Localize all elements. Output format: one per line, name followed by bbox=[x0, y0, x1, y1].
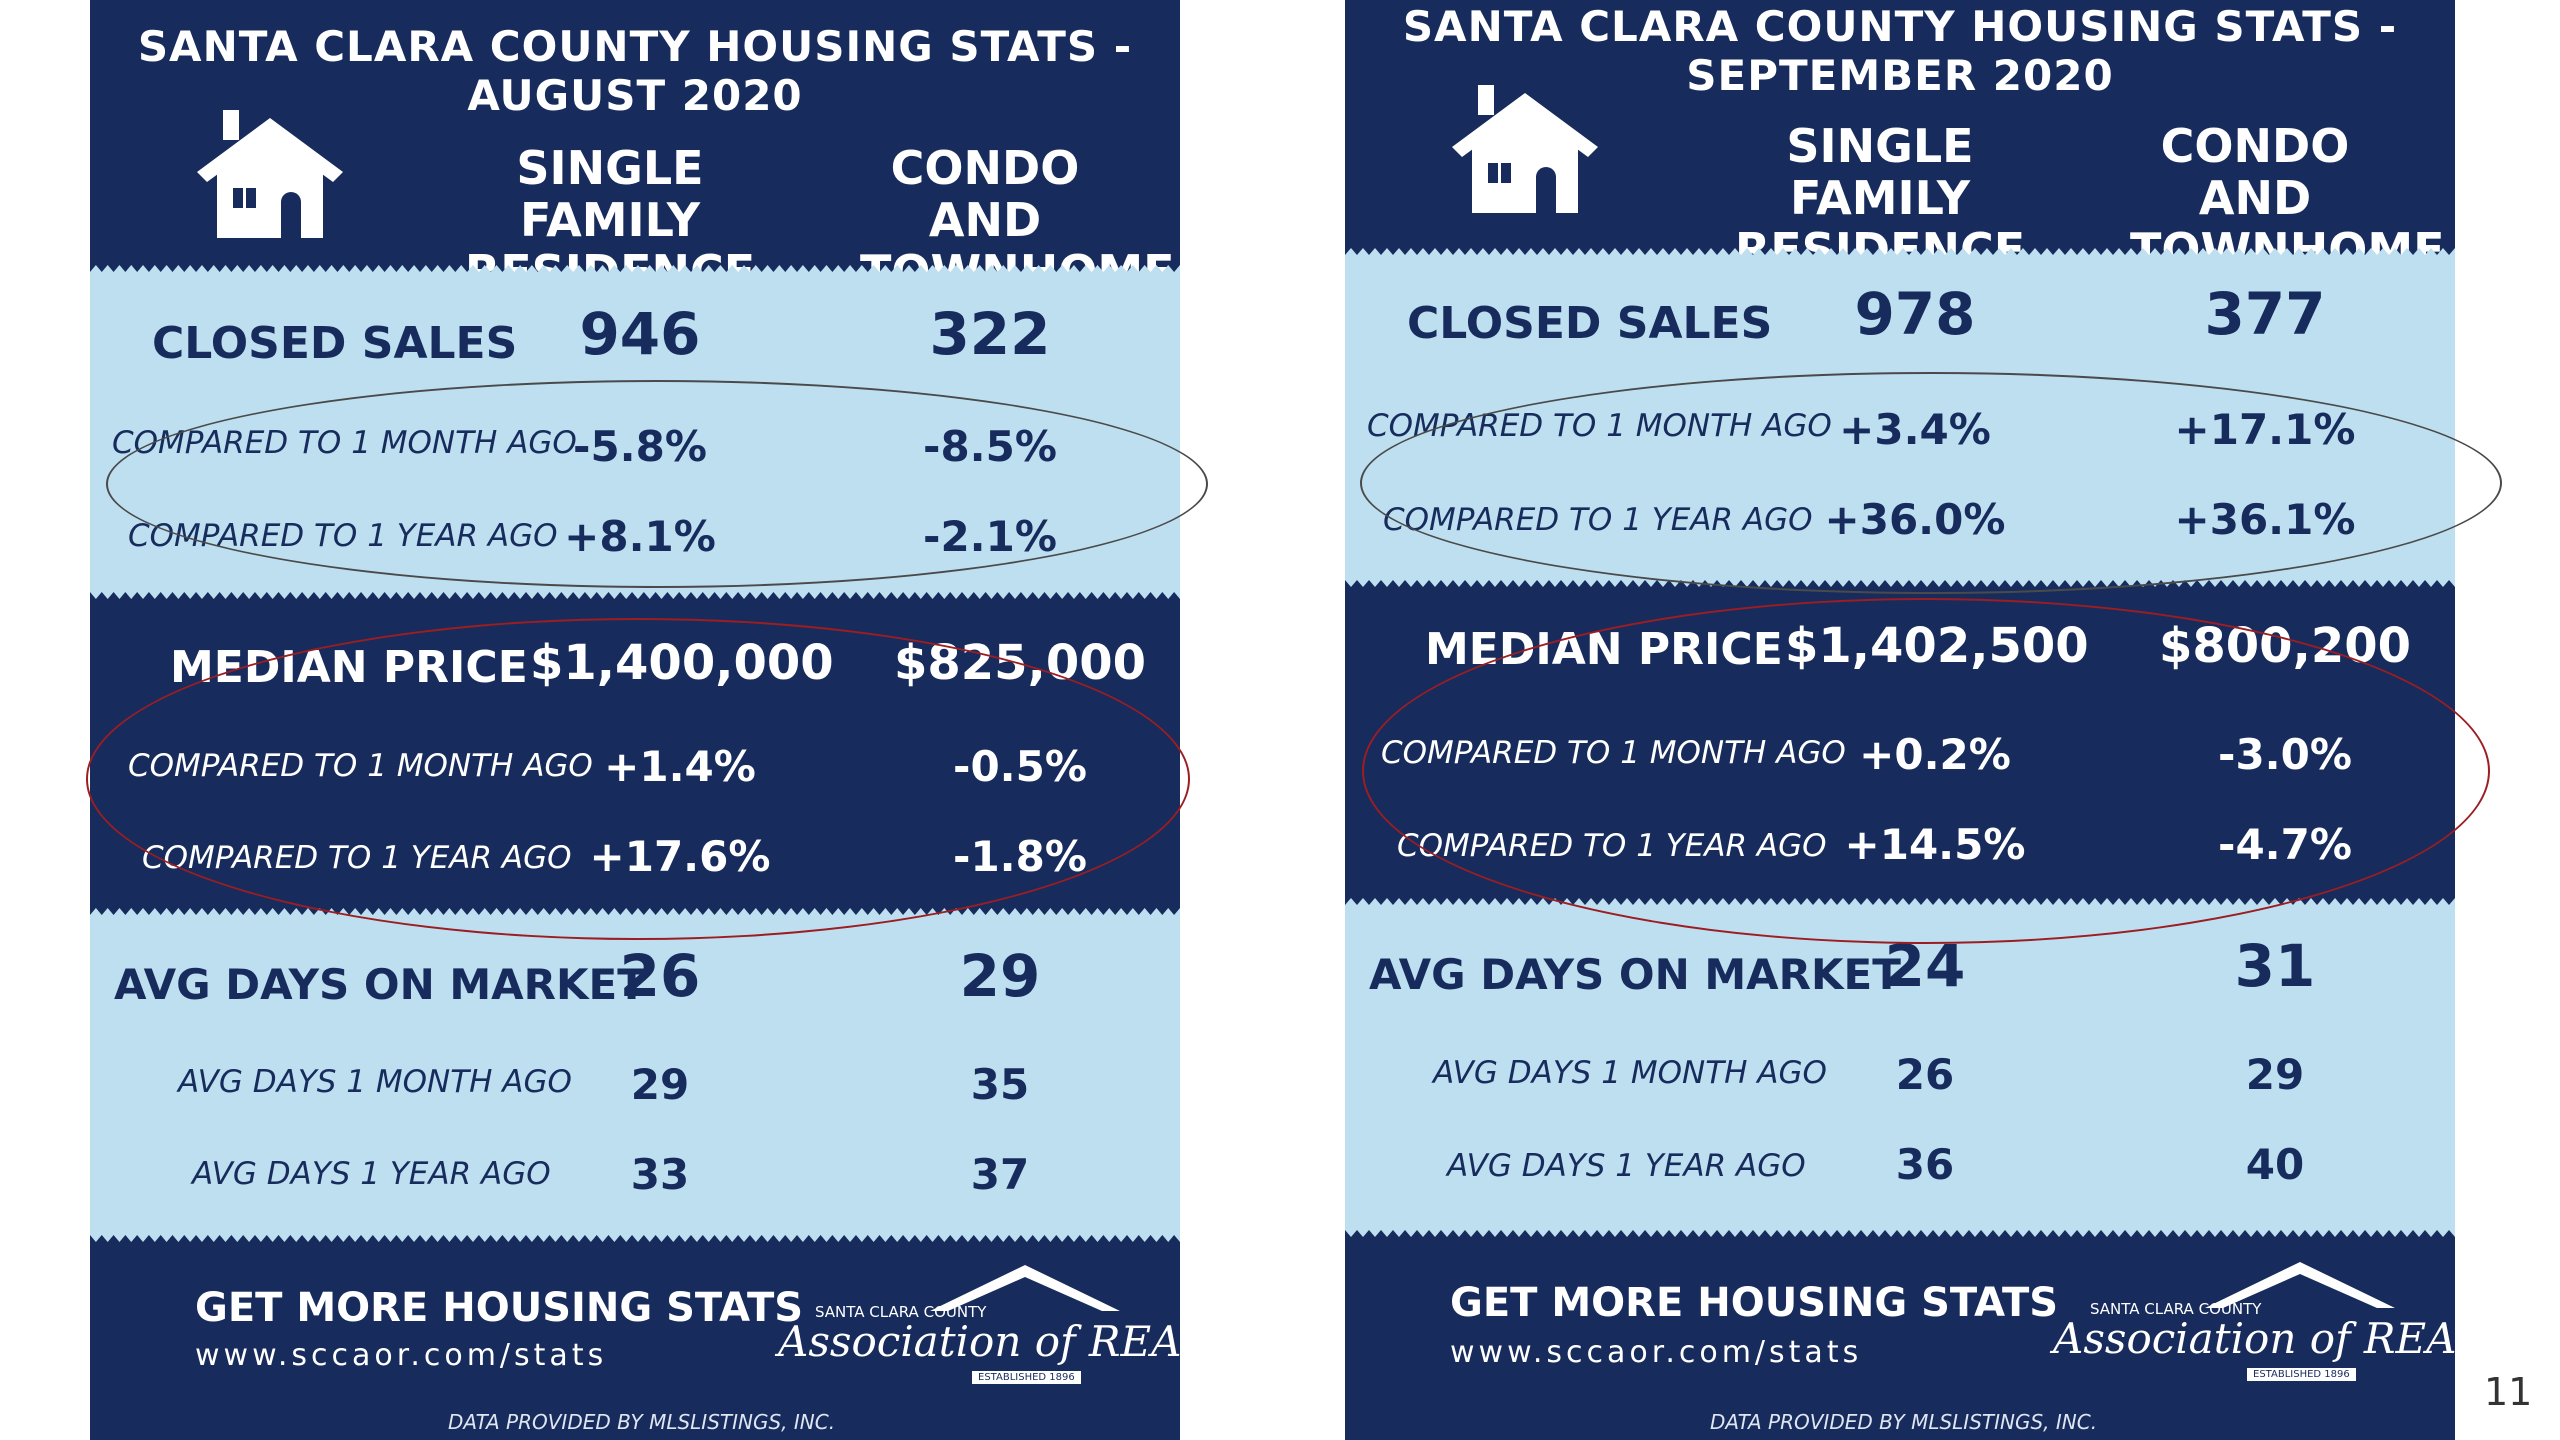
card-title: SANTA CLARA COUNTY HOUSING STATS - SEPTE… bbox=[1402, 2, 2398, 100]
days-on-market-sfr: 26 bbox=[619, 942, 701, 1010]
days-year-condo: 40 bbox=[2245, 1140, 2305, 1189]
days-year-sfr: 36 bbox=[1895, 1140, 1955, 1189]
card-title: SANTA CLARA COUNTY HOUSING STATS - AUGUS… bbox=[137, 22, 1133, 120]
days-on-market-band bbox=[1345, 898, 2455, 1237]
days-month-label: AVG DAYS 1 MONTH AGO bbox=[1433, 1055, 1827, 1091]
days-on-market-condo: 31 bbox=[2234, 932, 2316, 1000]
days-year-label: AVG DAYS 1 YEAR AGO bbox=[192, 1156, 551, 1192]
days-month-label: AVG DAYS 1 MONTH AGO bbox=[178, 1064, 572, 1100]
days-year-sfr: 33 bbox=[630, 1150, 690, 1199]
days-year-label: AVG DAYS 1 YEAR AGO bbox=[1447, 1148, 1806, 1184]
closed-sales-label: CLOSED SALES bbox=[1407, 298, 1773, 349]
highlight-oval-median-price-september bbox=[1362, 598, 2490, 944]
closed-sales-condo: 322 bbox=[929, 300, 1051, 368]
house-icon bbox=[197, 110, 343, 238]
footer-data-note: DATA PROVIDED BY MLSLISTINGS, INC. bbox=[1710, 1410, 2098, 1434]
closed-sales-label: CLOSED SALES bbox=[152, 318, 518, 369]
highlight-oval-closed-sales-september bbox=[1360, 372, 2502, 594]
house-icon bbox=[1452, 85, 1598, 213]
footer-heading: GET MORE HOUSING STATS bbox=[1450, 1280, 2059, 1326]
days-month-sfr: 26 bbox=[1895, 1050, 1955, 1099]
highlight-oval-median-price-august bbox=[86, 618, 1190, 940]
days-year-condo: 37 bbox=[970, 1150, 1030, 1199]
wave-divider bbox=[90, 265, 1180, 279]
footer-heading: GET MORE HOUSING STATS bbox=[195, 1285, 804, 1331]
closed-sales-condo: 377 bbox=[2204, 280, 2326, 348]
realtors-roof-logo bbox=[2205, 1262, 2395, 1308]
wave-divider bbox=[90, 1228, 1180, 1242]
days-month-condo: 29 bbox=[2245, 1050, 2305, 1099]
days-on-market-band bbox=[90, 908, 1180, 1242]
realtors-logo: SANTA CLARA COUNTY Association of REALTO… bbox=[690, 1265, 1180, 1395]
days-on-market-label: AVG DAYS ON MARKET bbox=[114, 960, 646, 1009]
footer-data-note: DATA PROVIDED BY MLSLISTINGS, INC. bbox=[448, 1410, 836, 1434]
realtors-roof-logo bbox=[930, 1265, 1120, 1311]
days-month-condo: 35 bbox=[970, 1060, 1030, 1109]
footer-url[interactable]: www.sccaor.com/stats bbox=[1450, 1335, 1863, 1370]
page-number: 11 bbox=[2484, 1370, 2533, 1414]
wave-divider bbox=[90, 585, 1180, 599]
days-month-sfr: 29 bbox=[630, 1060, 690, 1109]
footer-url[interactable]: www.sccaor.com/stats bbox=[195, 1338, 608, 1373]
closed-sales-sfr: 946 bbox=[579, 300, 701, 368]
wave-divider bbox=[1345, 1223, 2455, 1237]
closed-sales-sfr: 978 bbox=[1854, 280, 1976, 348]
wave-divider bbox=[1345, 248, 2455, 262]
days-on-market-condo: 29 bbox=[959, 942, 1041, 1010]
highlight-oval-closed-sales-august bbox=[106, 380, 1208, 588]
realtors-logo: SANTA CLARA COUNTY Association of REALTO… bbox=[1955, 1262, 2455, 1392]
days-on-market-label: AVG DAYS ON MARKET bbox=[1369, 950, 1901, 999]
